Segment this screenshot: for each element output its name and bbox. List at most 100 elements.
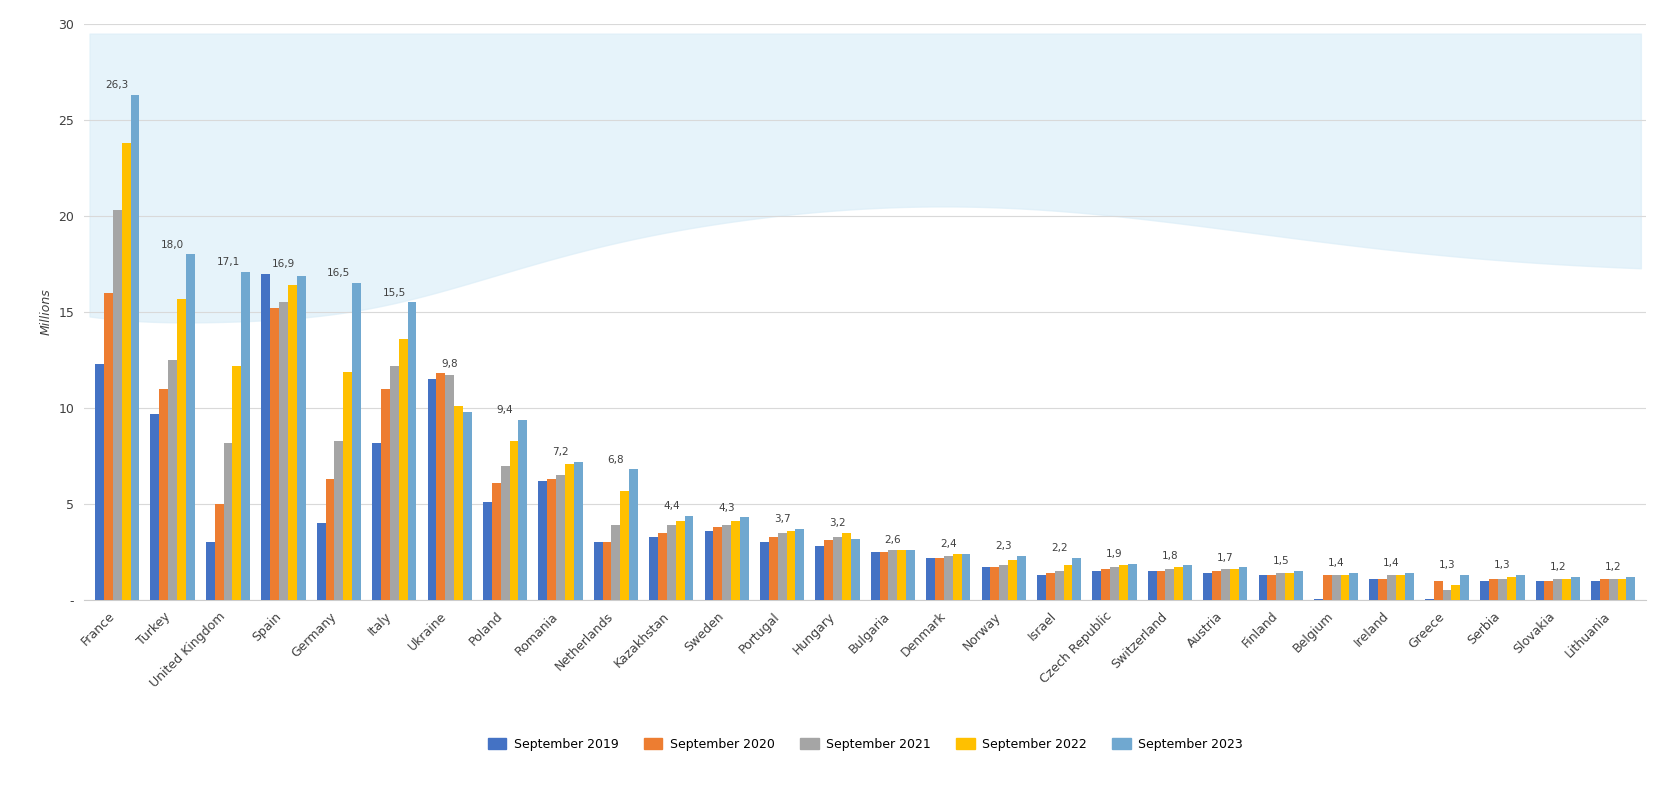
Bar [953,554,961,600]
Y-axis label: Millions: Millions [40,289,52,335]
Bar [675,522,684,600]
Bar [1396,575,1404,600]
Bar [297,275,306,600]
Text: 3,7: 3,7 [774,514,790,524]
Bar [318,523,326,600]
Bar [704,531,714,600]
Bar [398,339,408,600]
Bar [1591,581,1599,600]
Bar [1092,571,1100,600]
Bar [1230,570,1238,600]
Bar [1037,575,1047,600]
Bar [1599,579,1609,600]
Bar [1000,566,1008,600]
Text: 9,8: 9,8 [442,358,459,369]
Bar [492,483,501,600]
Bar [519,419,528,600]
Bar [1110,567,1119,600]
Bar [722,525,731,600]
Bar [1536,581,1544,600]
Bar [326,479,334,600]
Bar [850,538,860,600]
Text: 1,2: 1,2 [1549,562,1566,572]
Bar [1147,571,1156,600]
Bar [1183,566,1193,600]
Bar [287,285,297,600]
Bar [825,541,833,600]
Text: 1,8: 1,8 [1161,550,1178,561]
Bar [1554,579,1562,600]
Bar [1100,570,1110,600]
Text: 7,2: 7,2 [553,447,570,457]
Bar [168,360,176,600]
Bar [262,274,270,600]
Text: 1,4: 1,4 [1327,558,1344,568]
Bar [232,366,242,600]
Bar [538,481,548,600]
Bar [408,302,417,600]
Bar [1499,579,1507,600]
Text: 1,9: 1,9 [1105,549,1122,558]
Bar [889,550,897,600]
Bar [223,442,232,600]
Bar [113,210,121,600]
Bar [1258,575,1267,600]
Bar [270,308,279,600]
Bar [1277,573,1285,600]
Bar [926,558,936,600]
Bar [1314,599,1322,600]
Bar [1294,571,1304,600]
Bar [880,552,889,600]
Bar [1016,556,1026,600]
Bar [1618,579,1626,600]
Bar [769,537,778,600]
Bar [612,525,620,600]
Text: 2,4: 2,4 [941,539,956,549]
Bar [427,379,437,600]
Bar [160,389,168,600]
Bar [833,537,842,600]
Text: 16,9: 16,9 [272,258,296,269]
Bar [454,406,464,600]
Bar [1609,579,1618,600]
Bar [464,412,472,600]
Bar [381,389,390,600]
Bar [104,293,113,600]
Bar [714,527,722,600]
Bar [842,533,850,600]
Bar [1378,579,1388,600]
Text: 2,6: 2,6 [885,535,900,546]
Bar [1388,575,1396,600]
Bar [961,554,971,600]
Bar [1063,566,1072,600]
Bar [1571,577,1579,600]
Bar [1562,579,1571,600]
Text: 18,0: 18,0 [161,240,185,250]
Bar [501,466,509,600]
Bar [343,371,353,600]
Bar [1488,579,1499,600]
Bar [186,254,195,600]
Bar [795,529,805,600]
Bar [739,518,749,600]
Bar [759,542,769,600]
Bar [778,533,786,600]
Bar [121,143,131,600]
Bar [151,414,160,600]
Text: 2,3: 2,3 [995,541,1011,551]
Bar [1443,590,1452,600]
Bar [630,470,638,600]
Text: 6,8: 6,8 [608,454,625,465]
Bar [371,442,381,600]
Text: 4,4: 4,4 [664,501,680,510]
Text: 9,4: 9,4 [497,405,514,414]
Bar [575,462,583,600]
Bar [897,550,906,600]
Bar [1544,581,1554,600]
Bar [1285,573,1294,600]
Bar [215,504,223,600]
Bar [1460,575,1468,600]
Bar [1047,573,1055,600]
Bar [731,522,739,600]
Bar [684,515,694,600]
